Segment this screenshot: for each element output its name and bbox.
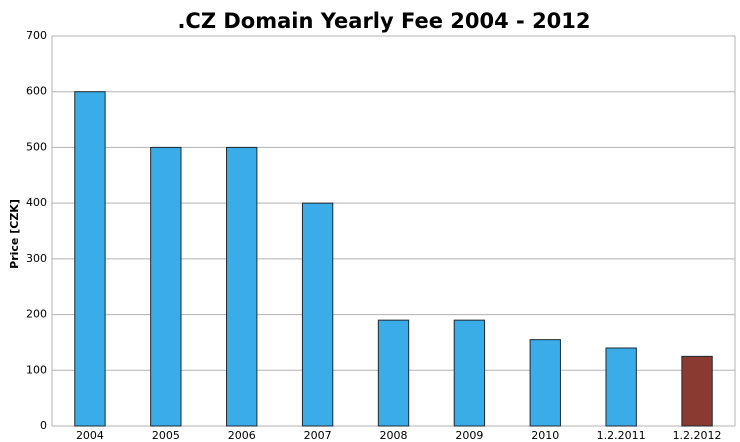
- x-tick-label: 1.2.2011: [597, 429, 646, 442]
- x-tick-label: 1.2.2012: [673, 429, 722, 442]
- chart-title: .CZ Domain Yearly Fee 2004 - 2012: [177, 9, 590, 33]
- bar: [226, 146, 258, 427]
- y-tick-label: 200: [26, 308, 47, 321]
- bar: [301, 202, 334, 427]
- x-tick-label: 2004: [76, 429, 104, 442]
- x-tick-label: 2009: [455, 429, 483, 442]
- bar: [377, 319, 410, 427]
- x-tick-label: 2008: [380, 429, 408, 442]
- bar: [74, 91, 106, 427]
- y-tick-label: 700: [26, 29, 47, 42]
- y-tick-label: 400: [26, 196, 47, 209]
- y-axis-label: Price [CZK]: [8, 199, 21, 269]
- y-tick-label: 100: [26, 363, 47, 376]
- x-tick-label: 2005: [152, 429, 180, 442]
- y-tick-label: 600: [26, 85, 47, 98]
- bar: [150, 146, 182, 427]
- y-tick-label: 500: [26, 140, 47, 153]
- y-tick-label: 300: [26, 252, 47, 265]
- bar: [605, 347, 637, 427]
- x-tick-label: 2010: [531, 429, 559, 442]
- x-tick-label: 2006: [228, 429, 256, 442]
- bar: [453, 319, 486, 427]
- bar: [681, 355, 713, 427]
- x-tick-label: 2007: [304, 429, 332, 442]
- y-tick-label: 0: [40, 419, 47, 432]
- bar: [529, 339, 561, 427]
